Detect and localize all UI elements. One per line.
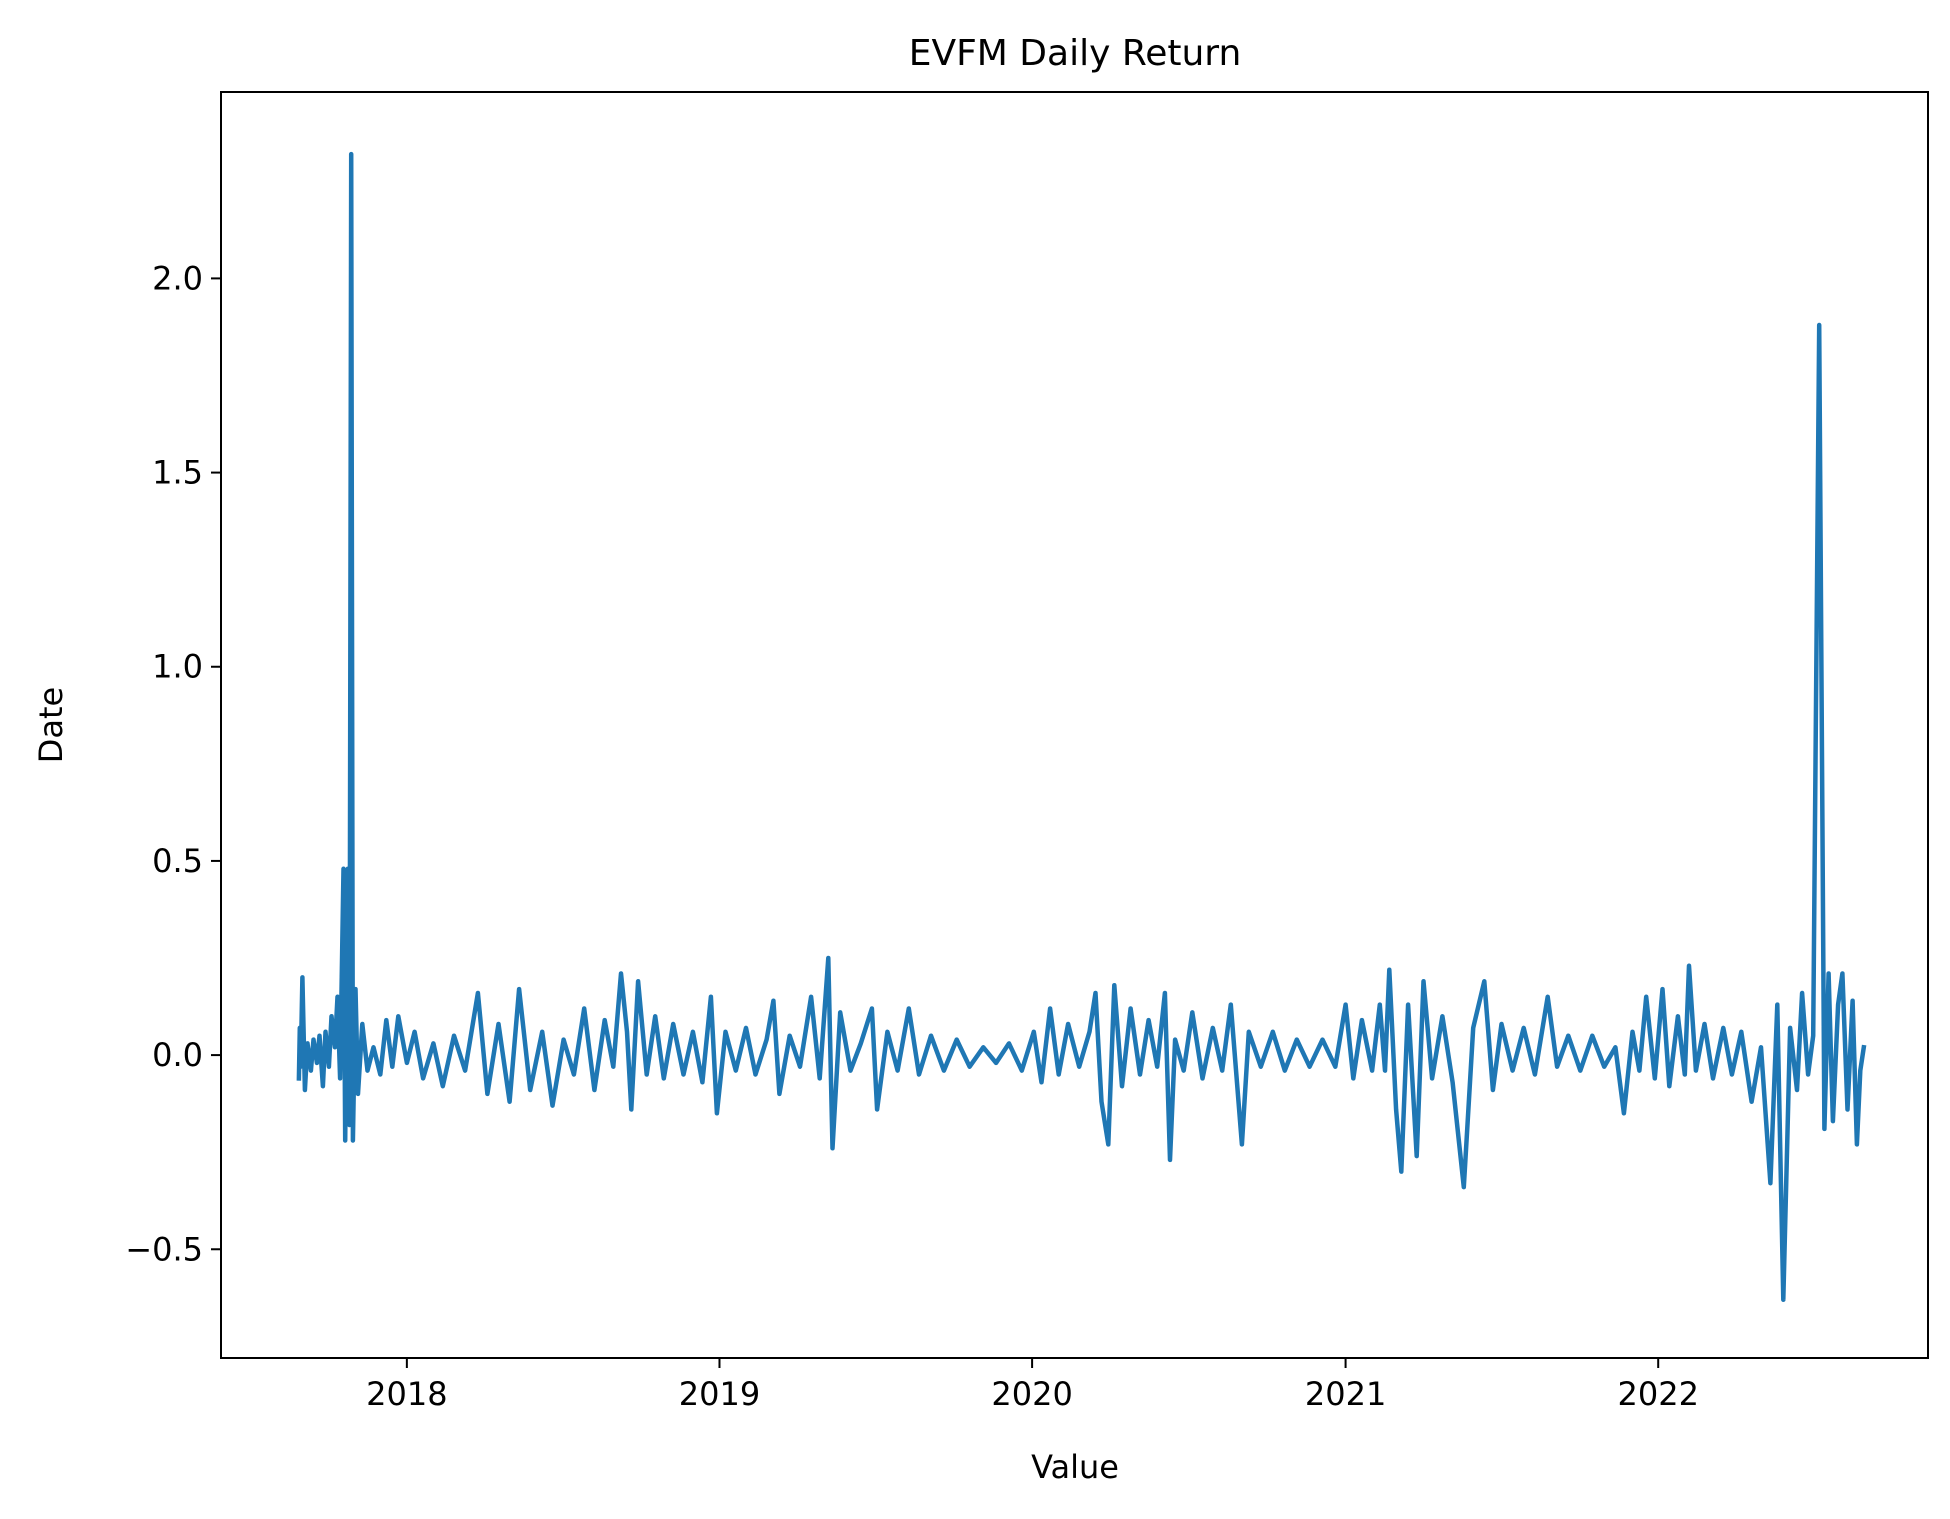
x-axis-label: Value [1031,1448,1119,1486]
x-tick-label-4: 2022 [1617,1375,1698,1413]
y-axis-label: Date [32,687,70,763]
plot-frame [220,91,1929,1359]
y-axis: 2.0 1.5 1.0 0.5 0.0 −0.5 [125,259,221,1268]
chart-title: EVFM Daily Return [909,33,1242,74]
y-tick-label-2: 1.0 [152,648,203,686]
x-tick-label-3: 2021 [1305,1375,1386,1413]
x-axis: 2018 2019 2020 2021 2022 [366,1358,1699,1413]
y-tick-label-0: 2.0 [152,259,203,297]
data-layer [296,151,1867,1302]
y-tick-label-1: 1.5 [152,454,203,492]
series-line-0 [296,151,1867,1302]
y-tick-label-4: 0.0 [152,1036,203,1074]
y-tick-label-3: 0.5 [152,842,203,880]
x-tick-label-1: 2019 [679,1375,760,1413]
x-tick-label-2: 2020 [991,1375,1072,1413]
y-tick-label-5: −0.5 [125,1230,203,1268]
x-tick-label-0: 2018 [366,1375,447,1413]
